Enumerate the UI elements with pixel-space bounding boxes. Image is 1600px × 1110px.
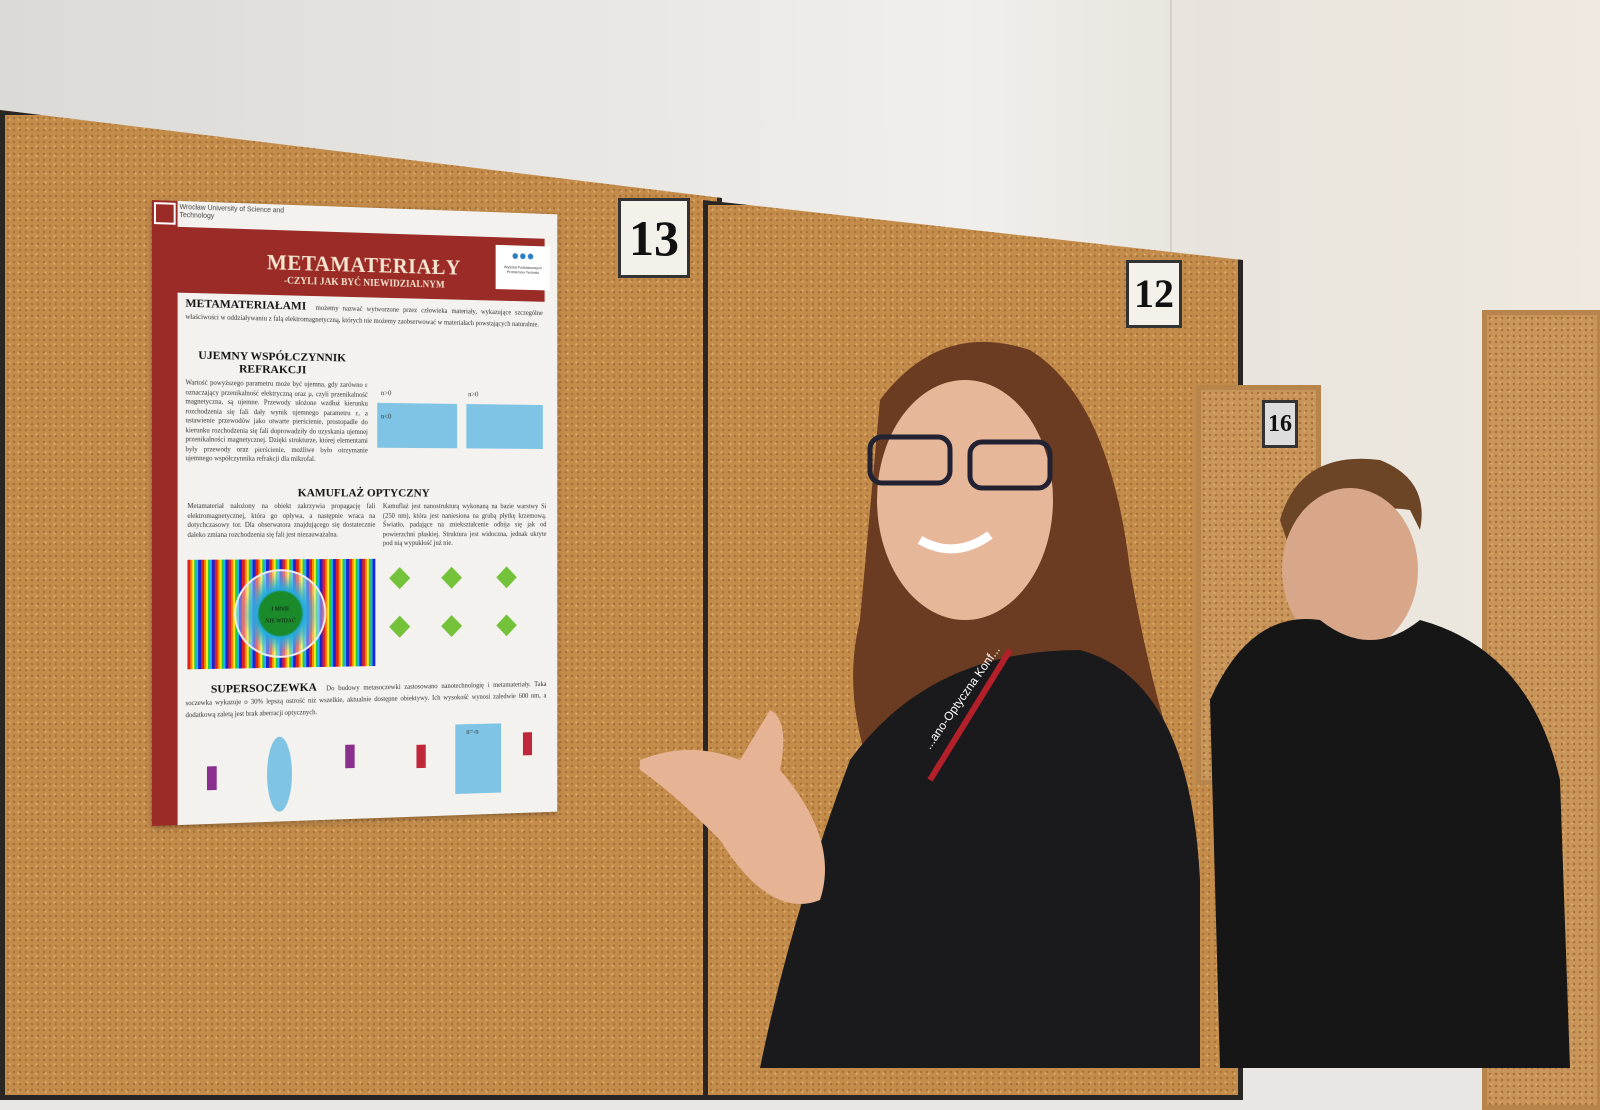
board-number-13: 13 xyxy=(618,198,690,278)
section-text: Wartość powyższego parametru może być uj… xyxy=(185,378,368,463)
university-name: Wrocław University of Science and Techno… xyxy=(179,203,284,221)
leather-jacket xyxy=(760,650,1200,1068)
pointing-hand xyxy=(640,710,825,904)
diagram-label: n<0 xyxy=(380,412,392,421)
tree-icon xyxy=(441,615,463,637)
light-source-icon xyxy=(416,744,426,769)
poster-side-stripe xyxy=(152,200,178,826)
section-heading: METAMATERIAŁAMI xyxy=(185,295,307,313)
section-heading: KAMUFLAŻ OPTYCZNY xyxy=(297,485,430,500)
poster: Wrocław University of Science and Techno… xyxy=(152,200,558,826)
faculty-logo: ●●● Wydział Podstawowych Problemów Techni… xyxy=(495,244,551,291)
detector-icon xyxy=(345,744,355,769)
face xyxy=(877,380,1053,620)
face xyxy=(1282,488,1418,652)
section-intro: METAMATERIAŁAMI możemy nazwać wytworzone … xyxy=(185,295,542,331)
light-source-icon xyxy=(206,766,217,791)
university-logo xyxy=(153,202,176,225)
section-superlens: SUPERSOCZEWKA Do budowy metasoczewki zast… xyxy=(185,676,546,721)
tree-icon xyxy=(389,567,411,590)
refraction-diagram-2 xyxy=(466,404,543,449)
smile xyxy=(917,531,993,554)
lanyard xyxy=(927,648,1013,782)
section-heading: SUPERSOCZEWKA xyxy=(210,679,317,696)
diagram-label: n>0 xyxy=(380,389,392,398)
board-number-12: 12 xyxy=(1126,260,1182,328)
faculty-name: Wydział Podstawowych Problemów Techniki xyxy=(503,264,542,275)
cloaking-wave-figure: I MNIE NIE WIDAĆ xyxy=(187,558,376,670)
section-heading: UJEMNY WSPÓŁCZYNNIK REFRAKCJI xyxy=(198,347,347,377)
man-background xyxy=(1210,458,1570,1068)
figure-text: I MNIE xyxy=(271,606,290,613)
glasses-icon xyxy=(867,434,953,486)
tree-icon xyxy=(496,614,517,637)
figure-text: NIE WIDAĆ xyxy=(265,618,296,625)
lens-diagram xyxy=(267,736,292,813)
detector-icon xyxy=(522,732,532,756)
diagram-label: n=-n xyxy=(466,727,479,736)
black-sweater xyxy=(1210,619,1570,1068)
tree-icon xyxy=(441,566,463,589)
tree-icon xyxy=(389,615,411,638)
wall-corner xyxy=(1170,0,1172,420)
woman-presenter: ...ano-Optyczna Konf... xyxy=(640,341,1200,1068)
refraction-diagram-1 xyxy=(377,402,458,449)
cloak-circle: I MNIE NIE WIDAĆ xyxy=(234,568,327,659)
section-text-right: Kamuflaż jest nanostrukturą wykonaną na … xyxy=(382,502,547,548)
section-text-left: Metamateriał nałożony na obiekt zakrzywi… xyxy=(187,502,376,539)
board-number-16: 16 xyxy=(1262,400,1298,448)
poster-header: METAMATERIAŁY -CZYLI JAK BYĆ NIEWIDZIALN… xyxy=(177,226,545,302)
diagram-label: n>0 xyxy=(468,390,479,399)
tree-icon xyxy=(496,566,517,589)
